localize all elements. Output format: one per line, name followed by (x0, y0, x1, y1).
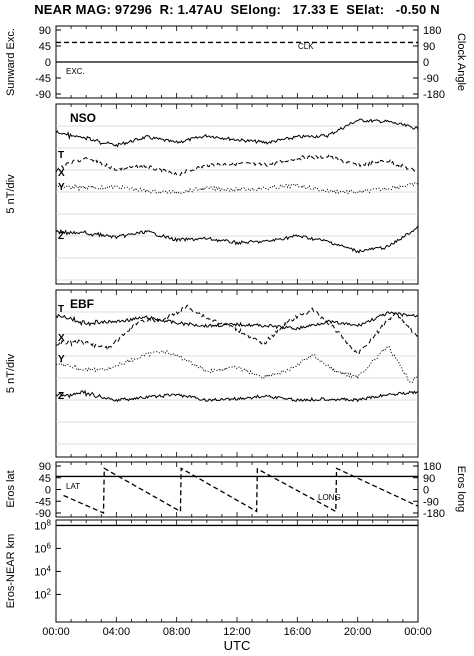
ebf-panel-label: EBF (70, 297, 94, 311)
distance-ylabel: Eros-NEAR km (5, 534, 17, 609)
eros-long-ytick-label: -90 (423, 496, 439, 508)
eros-long-ytick-label: 180 (423, 461, 441, 473)
nso-panel-trace-label-y: Y (58, 182, 65, 193)
eros-lat-ytick-label: -90 (35, 508, 51, 520)
ebf-panel-series-z-line (55, 389, 419, 403)
nso-panel-frame (55, 103, 419, 285)
nso-panel-series-t-line (55, 118, 419, 148)
ebf-panel-series-x-line (55, 304, 419, 356)
ebf-panel-series-y-line (55, 345, 419, 384)
clock-ytick-label: -90 (423, 73, 439, 85)
clock-ytick-label: 180 (423, 25, 441, 37)
nso-panel-ylabel: 5 nT/div (5, 174, 17, 214)
ebf-panel-trace-label-y: Y (58, 354, 65, 365)
long-label: LONG (318, 493, 341, 502)
sunward-ytick-label: -90 (35, 89, 51, 101)
chart-title: NEAR MAG: 97296 R: 1.47AU SElong: 17.33 … (34, 2, 440, 17)
sunward-ytick-label: -45 (35, 73, 51, 85)
nso-panel-trace-label-x: X (58, 168, 65, 179)
clock-ylabel: Clock Angle (455, 33, 467, 91)
x-tick-label: 16:00 (284, 626, 312, 638)
distance-ytick-label: 106 (34, 541, 51, 555)
eros-lat-ytick-label: 45 (39, 473, 51, 485)
eros-long-ytick-label: 90 (423, 473, 435, 485)
nso-panel-trace-label-t: T (58, 150, 64, 161)
sunward-ytick-label: 90 (39, 25, 51, 37)
exc-label: EXC. (66, 67, 85, 76)
eros-lat-ytick-label: -45 (35, 496, 51, 508)
x-tick-label: 08:00 (163, 626, 191, 638)
x-tick-label: 12:00 (223, 626, 251, 638)
clock-ytick-label: 90 (423, 41, 435, 53)
nso-panel-trace-label-z: Z (58, 231, 64, 242)
ebf-panel-trace-label-x: X (58, 333, 65, 344)
x-tick-label: 00:00 (404, 626, 432, 638)
x-tick-label: 20:00 (344, 626, 372, 638)
eros-lat-ylabel: Eros lat (5, 470, 17, 507)
eros-lat-ytick-label: 0 (45, 485, 51, 497)
clk-label: CLK (298, 42, 314, 51)
nso-panel-series-z-line (55, 225, 419, 254)
sunward-ylabel: Sunward Exc. (5, 28, 17, 96)
x-tick-label: 00:00 (42, 626, 70, 638)
lat-label: LAT (66, 482, 80, 491)
series-long-line (63, 467, 419, 514)
ebf-panel-trace-label-t: T (58, 304, 64, 315)
sunward-ytick-label: 0 (45, 57, 51, 69)
ebf-panel-series-t-line (55, 311, 419, 331)
clock-ytick-label: -180 (423, 89, 445, 101)
nso-panel-label: NSO (70, 111, 96, 125)
eros-panel-frame (55, 461, 419, 518)
eros-long-ytick-label: -180 (423, 508, 445, 520)
distance-ytick-label: 104 (34, 564, 51, 578)
eros-long-ytick-label: 0 (423, 485, 429, 497)
distance-ytick-label: 108 (34, 518, 51, 532)
nso-panel-series-y-line (55, 182, 419, 195)
ebf-panel-trace-label-z: Z (58, 391, 64, 402)
distance-panel-frame (55, 519, 419, 623)
ebf-panel-ylabel: 5 nT/div (5, 353, 17, 393)
sunward-ytick-label: 45 (39, 41, 51, 53)
distance-ytick-label: 102 (34, 587, 51, 601)
eros-long-ylabel: Eros long (455, 466, 467, 512)
x-axis-label: UTC (223, 638, 251, 653)
x-tick-label: 04:00 (103, 626, 131, 638)
nso-panel-series-x-line (55, 154, 419, 176)
ebf-panel-frame (55, 289, 419, 458)
clock-ytick-label: 0 (423, 57, 429, 69)
eros-lat-ytick-label: 90 (39, 461, 51, 473)
